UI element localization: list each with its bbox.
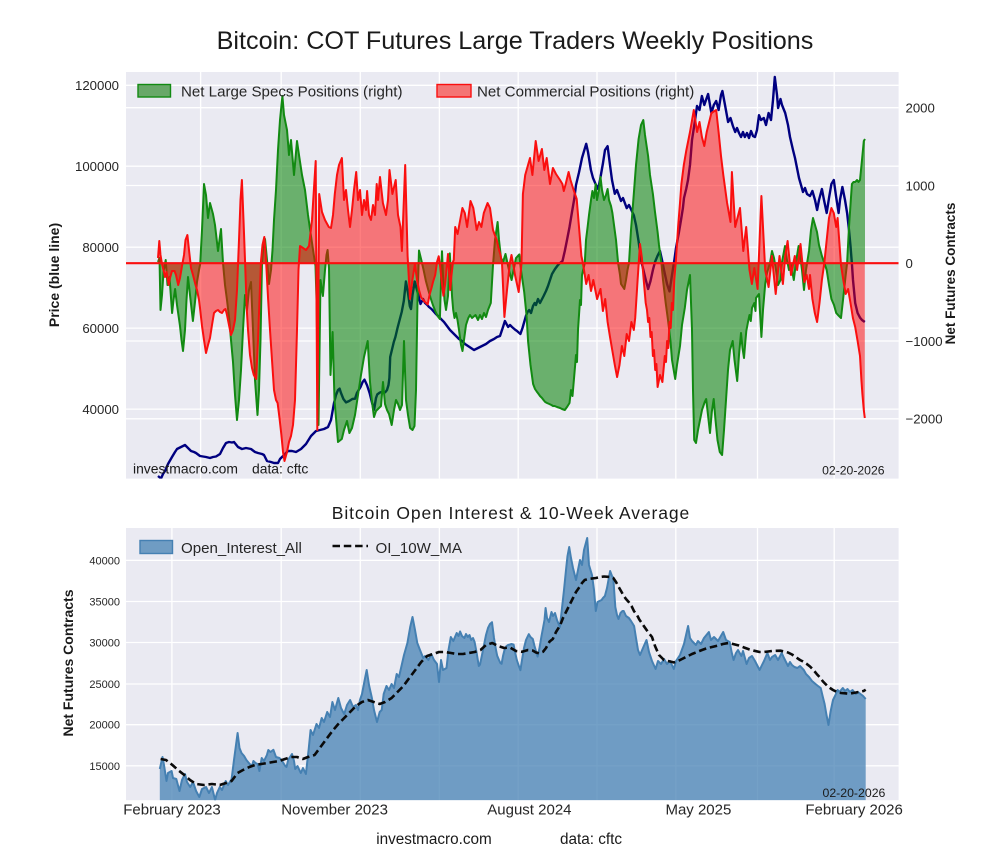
svg-text:40000: 40000 [82,402,119,417]
svg-text:OI_10W_MA: OI_10W_MA [376,540,463,557]
svg-text:Open_Interest_All: Open_Interest_All [181,540,302,557]
svg-text:60000: 60000 [82,321,119,336]
svg-text:Net Commercial Positions (righ: Net Commercial Positions (right) [477,84,694,101]
svg-text:February 2026: February 2026 [805,802,903,819]
svg-text:15000: 15000 [89,761,120,773]
svg-text:Net Futures Contracts: Net Futures Contracts [60,589,76,736]
svg-text:November 2023: November 2023 [281,802,388,819]
svg-text:Price (blue line): Price (blue line) [46,223,62,327]
svg-text:February 2023: February 2023 [123,802,221,819]
svg-text:20000: 20000 [89,720,120,732]
svg-text:August 2024: August 2024 [487,802,571,819]
svg-text:−2000: −2000 [906,412,943,427]
svg-text:30000: 30000 [89,638,120,650]
svg-text:Net Futures Contracts: Net Futures Contracts [943,203,958,345]
svg-text:02-20-2026: 02-20-2026 [822,463,885,477]
svg-text:Bitcoin: COT Futures Large Tra: Bitcoin: COT Futures Large Traders Weekl… [217,27,814,55]
svg-text:40000: 40000 [89,555,120,567]
svg-text:data: cftc: data: cftc [252,461,308,477]
svg-text:Bitcoin Open Interest & 10-Wee: Bitcoin Open Interest & 10-Week Average [332,503,690,523]
svg-text:80000: 80000 [82,240,119,255]
svg-text:0: 0 [906,256,913,271]
svg-text:investmacro.com: investmacro.com [133,461,238,477]
svg-text:2000: 2000 [906,101,935,116]
svg-text:data: cftc: data: cftc [560,831,622,848]
svg-text:35000: 35000 [89,597,120,609]
svg-text:May 2025: May 2025 [665,802,731,819]
svg-text:25000: 25000 [89,679,120,691]
svg-text:02-20-2026: 02-20-2026 [822,786,885,800]
svg-text:−1000: −1000 [906,334,943,349]
svg-text:1000: 1000 [906,178,935,193]
svg-text:100000: 100000 [75,159,119,174]
svg-text:Net Large Specs Positions (rig: Net Large Specs Positions (right) [181,84,402,101]
svg-text:investmacro.com: investmacro.com [376,831,492,848]
svg-text:120000: 120000 [75,78,119,93]
